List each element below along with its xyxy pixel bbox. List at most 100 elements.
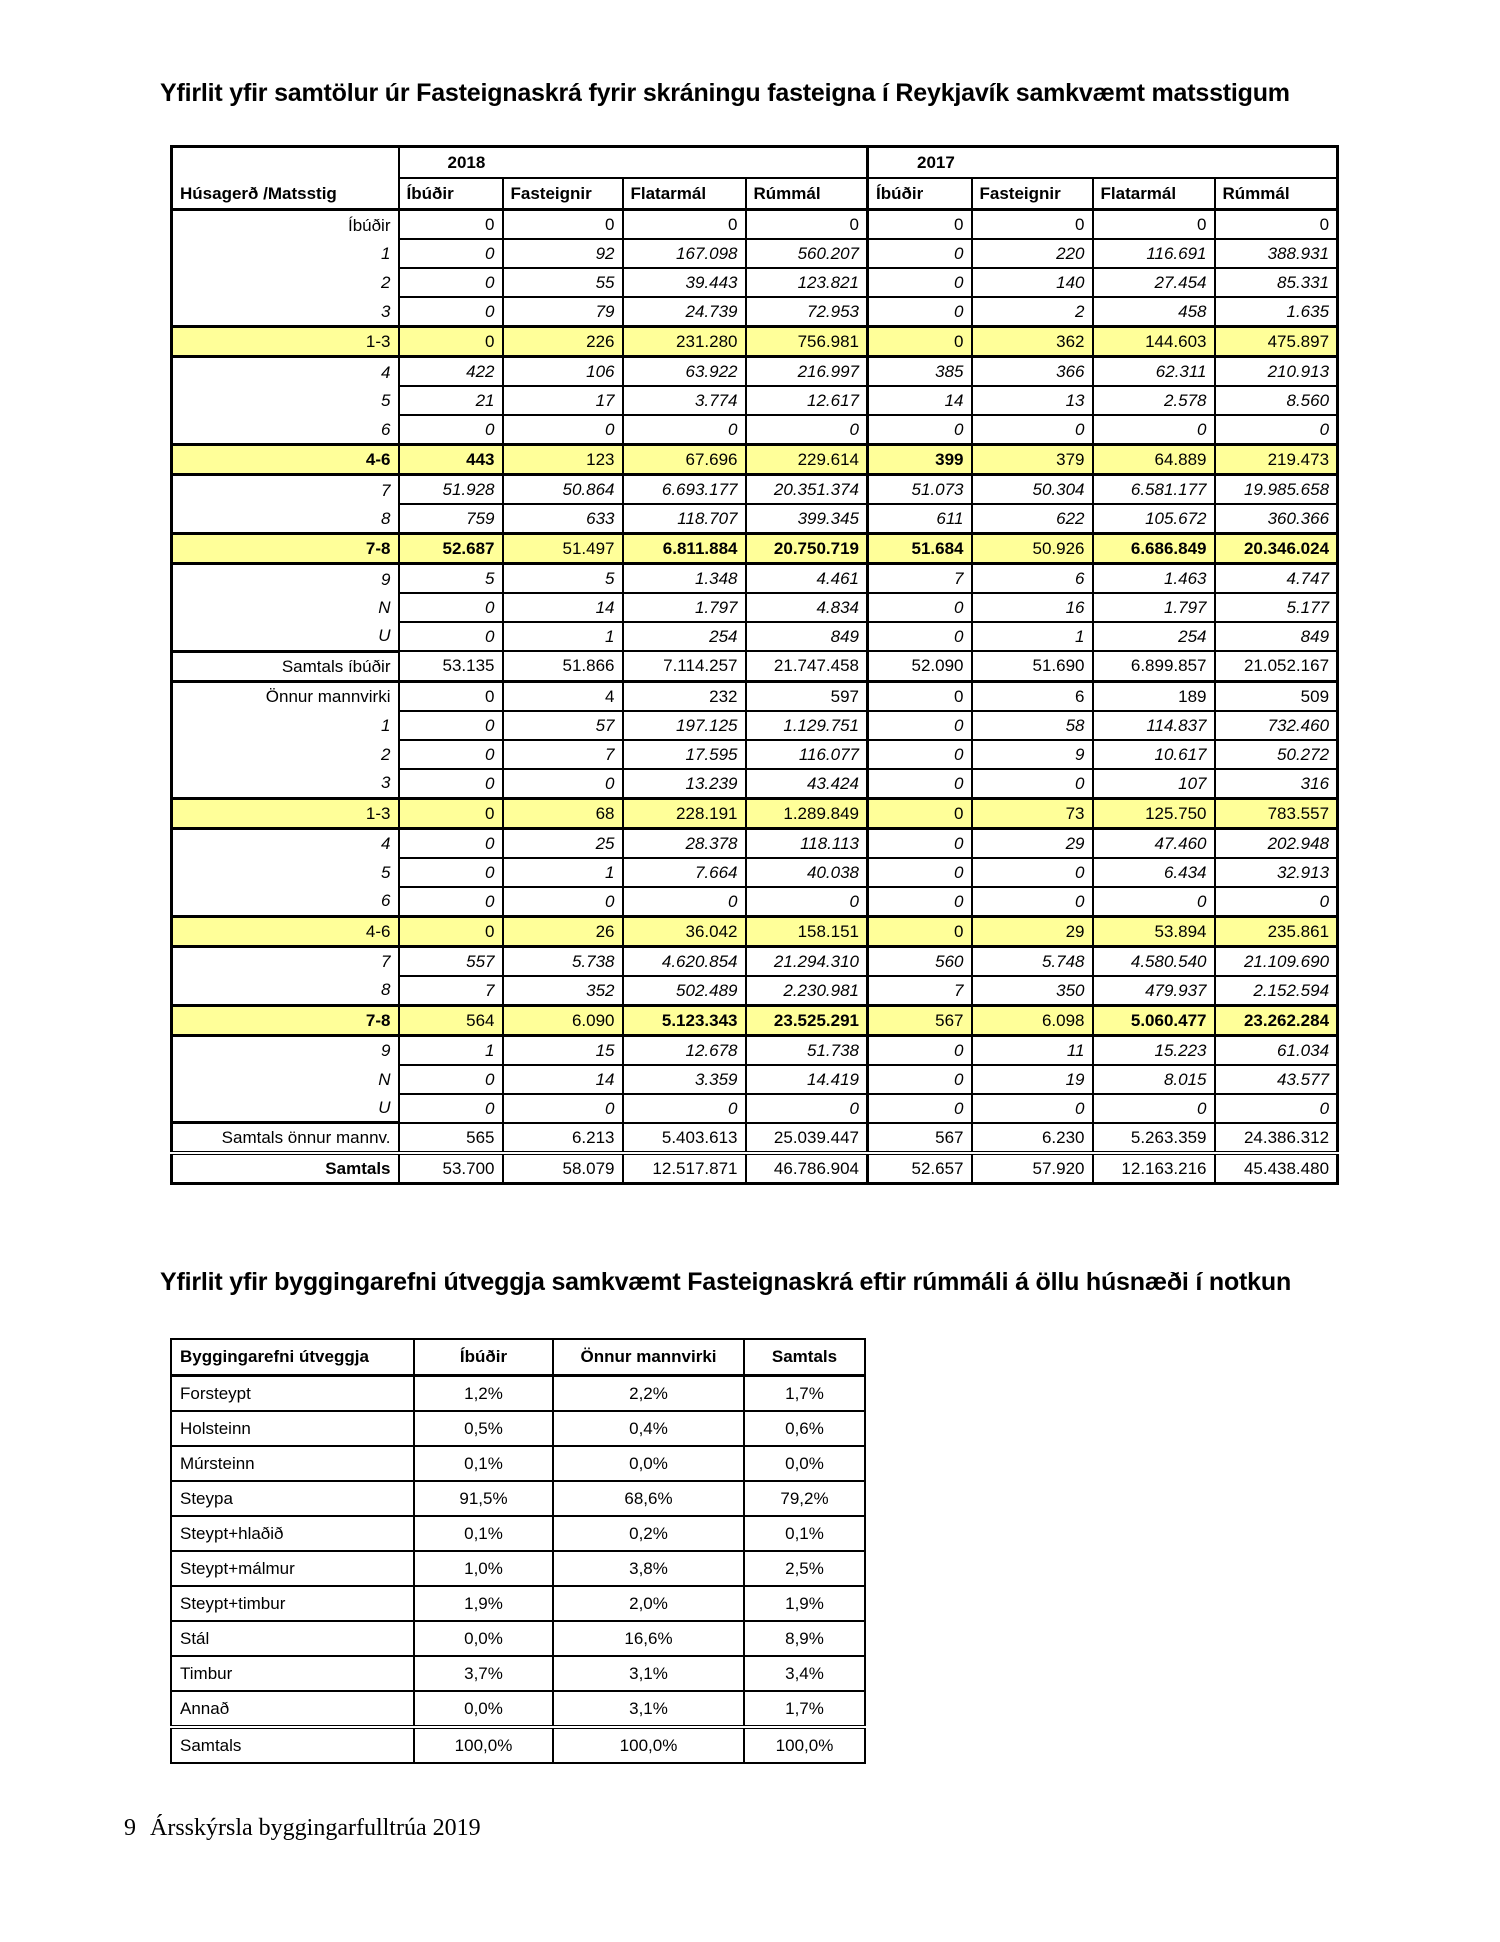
table-cell: 16,6% [552,1620,745,1657]
row-label: 1 [171,239,400,268]
table-cell: 7 [866,974,973,1006]
table-cell: 14 [866,385,973,416]
table-cell: 105.672 [1091,503,1216,535]
table-row: 2 0 7 17.595 116.077 0 9 10.617 50.272 [171,738,1339,770]
table-cell: 21.052.167 [1213,650,1339,683]
table-cell: 3,8% [552,1550,745,1587]
row-label: 1-3 [171,325,400,358]
table-cell: 14 [501,1063,624,1095]
table-row: Steypt+timbur 1,9% 2,0% 1,9% [170,1585,866,1622]
table-cell: 0 [501,885,624,917]
table-cell: 235.861 [1213,914,1339,948]
table-cell: 232 [621,680,747,712]
table-cell: 2.230.981 [744,974,870,1006]
table-cell: 92 [501,238,624,269]
table-cell: 254 [621,621,747,652]
table-cell: 6.581.177 [1091,473,1216,505]
table-cell: 29 [970,827,1094,859]
table-cell: 0 [970,885,1094,917]
material-label: Steypt+málmur [170,1550,415,1587]
table-cell: 72.953 [744,296,870,328]
column-header: Flatarmál [1092,178,1216,211]
table-cell: 4 [501,680,624,712]
table-cell: 0,1% [743,1515,866,1552]
row-label: 5 [171,857,400,887]
table-cell: 5.403.613 [621,1121,747,1155]
table-cell: 1.463 [1091,562,1216,594]
table-cell: 1.348 [621,562,747,594]
table-cell: 210.913 [1213,355,1339,387]
table-cell: 0 [621,208,747,240]
table-row: Samtals 53.700 58.079 12.517.871 46.786.904 5… [171,1151,1339,1185]
table-cell: 0 [1213,208,1339,240]
table-cell: 388.931 [1213,238,1339,269]
row-label: N [171,593,400,622]
table-cell: 6.230 [970,1121,1094,1155]
table-cell: 1.129.751 [744,709,870,741]
table-cell: 8.015 [1091,1063,1216,1095]
column-header: Fasteignir [971,178,1094,211]
table-cell: 57.920 [970,1151,1094,1185]
table-row: 4-6 0 26 36.042 158.151 0 29 53.894 235.861 [171,914,1339,948]
table-cell: 6.090 [501,1003,624,1037]
table-row: Íbúðir 0 0 0 0 0 0 0 0 [171,208,1339,240]
row-label: Íbúðir [171,209,400,239]
table-cell: 51.684 [866,532,973,565]
table-cell: 58 [970,709,1094,741]
table-row: 2 0 55 39.443 123.821 0 140 27.454 85.331 [171,267,1339,298]
row-label: 4-6 [171,443,400,476]
table1-title: Yfirlit yfir samtölur úr Fasteignaskrá f… [160,79,1290,107]
table-row: Steypt+hlaðið 0,1% 0,2% 0,1% [170,1515,866,1552]
table-cell: 756.981 [744,325,870,358]
material-label: Annað [170,1690,415,1728]
table-cell: 46.786.904 [744,1151,870,1185]
table-row: 5 21 17 3.774 12.617 14 13 2.578 8.560 [171,385,1339,416]
table-cell: 597 [744,680,870,712]
table-cell: 4.834 [744,592,870,623]
table-cell: 15.223 [1091,1034,1216,1066]
building-materials-table: Byggingarefni útveggja Íbúðir Önnur mannvi… [170,1338,866,1764]
table-cell: 29 [970,914,1094,948]
table-cell: 9 [970,738,1094,770]
table-cell: 3,7% [413,1655,554,1692]
table-cell: 362 [970,325,1094,358]
table-cell: 6.213 [501,1121,624,1155]
table-cell: 0 [501,414,624,446]
material-label: Samtals [170,1725,415,1764]
table-cell: 24.386.312 [1213,1121,1339,1155]
table-cell: 219.473 [1213,443,1339,476]
table-cell: 8.560 [1213,385,1339,416]
table-cell: 3,1% [552,1655,745,1692]
row-label: 3 [171,297,400,328]
table-row: Forsteypt 1,2% 2,2% 1,7% [170,1374,866,1412]
row-label: 1-3 [171,796,400,830]
row-header-blank [171,146,400,178]
table-cell: 1 [501,856,624,888]
table-cell: 7 [866,562,973,594]
table-cell: 58.079 [501,1151,624,1185]
table-cell: 100,0% [552,1725,745,1764]
table-cell: 0 [501,767,624,799]
table-row: 7 557 5.738 4.620.854 21.294.310 560 5.748 4.58… [171,945,1339,977]
table-cell: 118.707 [621,503,747,535]
table-row: Samtals 100,0% 100,0% 100,0% [170,1725,866,1764]
table-cell: 0,0% [413,1690,554,1728]
table-cell: 12.678 [621,1034,747,1066]
table-cell: 1 [397,1034,504,1066]
table-cell: 47.460 [1091,827,1216,859]
table-cell: 4.461 [744,562,870,594]
table-cell: 633 [501,503,624,535]
table-cell: 0 [866,709,973,741]
table-cell: 100,0% [743,1725,866,1764]
table-cell: 0 [397,592,504,623]
table-cell: 564 [397,1003,504,1037]
table-cell: 8,9% [743,1620,866,1657]
table-cell: 73 [970,796,1094,830]
table-cell: 0 [501,1092,624,1124]
table-cell: 254 [1091,621,1216,652]
table-row: 1 0 92 167.098 560.207 0 220 116.691 388.931 [171,238,1339,269]
table-cell: 27.454 [1091,267,1216,298]
table-cell: 0 [397,738,504,770]
